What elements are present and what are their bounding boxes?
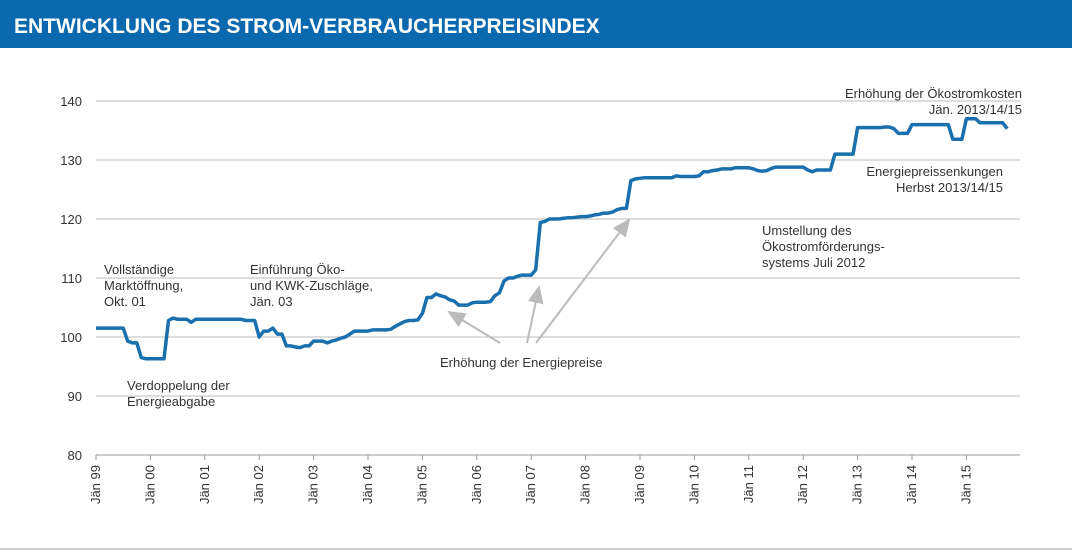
annotation: Energieabgabe (127, 394, 215, 409)
y-tick-label: 130 (60, 153, 82, 168)
y-tick-label: 110 (61, 271, 82, 286)
x-tick-label: Jän 10 (686, 465, 701, 504)
x-tick-label: Jän 03 (306, 465, 321, 504)
x-tick-label: Jän 02 (251, 465, 266, 504)
y-tick-label: 100 (60, 330, 82, 345)
x-tick-label: Jän 15 (958, 465, 973, 504)
x-tick-label: Jän 09 (632, 465, 647, 504)
annotation: Erhöhung der Ökostromkosten (845, 86, 1022, 101)
annotation: Herbst 2013/14/15 (896, 180, 1003, 195)
x-tick-label: Jän 01 (197, 465, 212, 504)
annotation: Ökostromförderungs- (762, 239, 885, 254)
y-tick-label: 120 (60, 212, 82, 227)
series-line (96, 116, 1009, 361)
annotation: Einführung Öko- (250, 262, 345, 277)
header-bar (0, 0, 1072, 48)
annotation: Vollständige (104, 262, 174, 277)
annotation: Verdoppelung der (127, 378, 230, 393)
annotation: und KWK-Zuschläge, (250, 278, 373, 293)
chart-title: ENTWICKLUNG DES STROM-VERBRAUCHERPREISIN… (14, 15, 600, 38)
x-tick-label: Jän 07 (523, 465, 538, 504)
x-tick-label: Jän 04 (360, 465, 375, 504)
annotation: Okt. 01 (104, 294, 146, 309)
x-tick-label: Jän 06 (469, 465, 484, 504)
annotation: systems Juli 2012 (762, 255, 865, 270)
x-tick-label: Jän 05 (414, 465, 429, 504)
x-tick-label: Jän 12 (795, 465, 810, 504)
annotation: Umstellung des (762, 223, 852, 238)
arrows (447, 218, 631, 344)
y-tick-label: 90 (68, 389, 82, 404)
x-tick-label: Jän 00 (142, 465, 157, 504)
annotation: Jän. 03 (250, 294, 293, 309)
annotation: Energiepreissenkungen (866, 164, 1003, 179)
x-tick-label: Jän 14 (904, 465, 919, 504)
x-tick-label: Jän 13 (850, 465, 865, 504)
annotation: Erhöhung der Energiepreise (440, 355, 603, 370)
annotation: Marktöffnung, (104, 278, 183, 293)
x-tick-label: Jän 11 (741, 465, 756, 503)
x-tick-label: Jän 08 (578, 465, 593, 504)
y-tick-label: 140 (60, 94, 82, 109)
annotation: Jän. 2013/14/15 (929, 102, 1022, 117)
x-tick-label: Jän 99 (88, 465, 103, 504)
y-tick-label: 80 (68, 448, 82, 463)
